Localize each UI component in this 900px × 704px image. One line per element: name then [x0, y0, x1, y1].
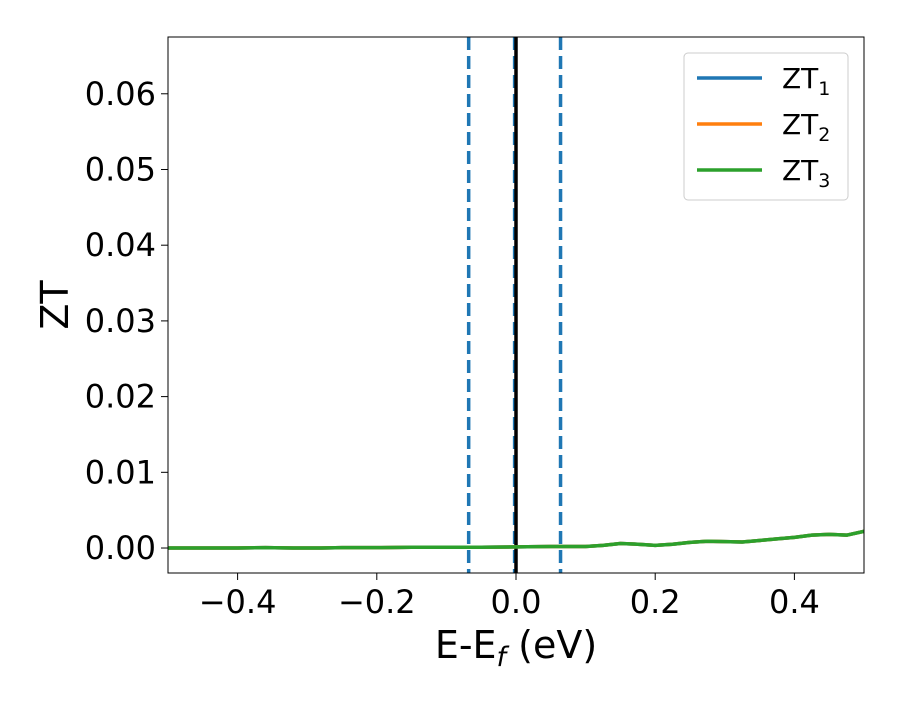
- y-tick-label: 0.06: [85, 75, 156, 113]
- y-axis: 0.00 0.01 0.02 0.03 0.04 0.05 0.06: [85, 75, 168, 567]
- series-line-zt3: [168, 529, 864, 550]
- legend-label: ZT2: [782, 108, 830, 146]
- y-tick-label: 0.04: [85, 226, 156, 264]
- x-tick-label: −0.2: [338, 583, 416, 621]
- x-tick-label: 0.2: [630, 583, 681, 621]
- y-tick-label: 0.02: [85, 378, 156, 416]
- x-axis-label: E-Ef (eV): [435, 623, 597, 673]
- legend-label: ZT1: [782, 62, 830, 100]
- x-axis: −0.4 −0.2 0.0 0.2 0.4: [199, 573, 820, 621]
- y-tick-label: 0.00: [85, 529, 156, 567]
- x-tick-label: 0.0: [491, 583, 542, 621]
- x-tick-label: 0.4: [769, 583, 820, 621]
- legend-box: [683, 52, 849, 201]
- y-axis-label: ZT: [33, 280, 77, 330]
- legend: ZT1 ZT2 ZT3: [683, 52, 849, 201]
- y-tick-label: 0.01: [85, 453, 156, 491]
- y-tick-label: 0.03: [85, 302, 156, 340]
- y-tick-label: 0.05: [85, 150, 156, 188]
- legend-label: ZT3: [782, 154, 830, 192]
- plot-area: [168, 37, 864, 573]
- x-tick-label: −0.4: [199, 583, 277, 621]
